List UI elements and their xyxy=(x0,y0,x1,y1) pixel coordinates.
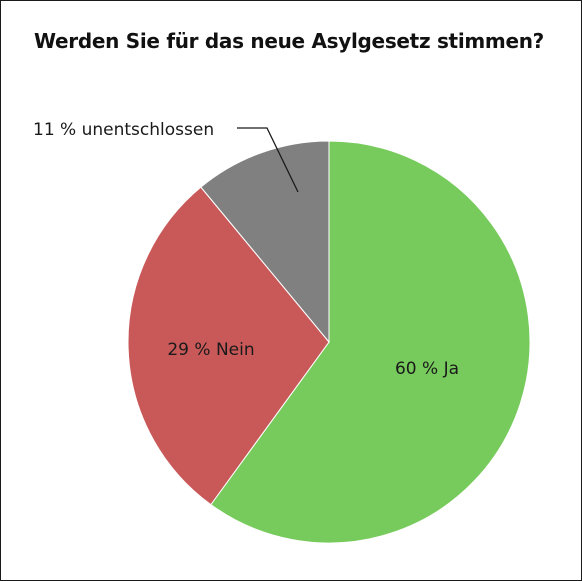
pie-slice-nein xyxy=(127,186,330,506)
pie-slice-ja xyxy=(210,140,531,544)
slice-label-unentschlossen: 11 % unentschlossen xyxy=(33,120,214,140)
leader-line-unentschlossen xyxy=(237,127,299,193)
chart-title: Werden Sie für das neue Asylgesetz stimm… xyxy=(34,29,544,53)
slice-label-nein: 29 % Nein xyxy=(167,340,254,360)
slice-label-ja: 60 % Ja xyxy=(395,359,459,379)
pie-slices xyxy=(127,140,531,544)
